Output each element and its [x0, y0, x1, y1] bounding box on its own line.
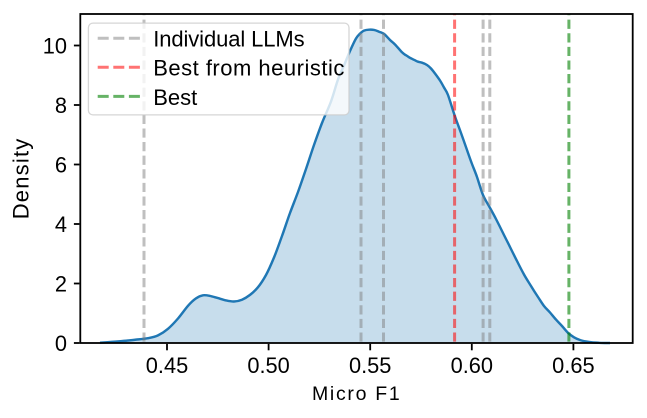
svg-text:0.55: 0.55	[349, 353, 391, 378]
svg-text:0.60: 0.60	[451, 353, 493, 378]
svg-text:0.45: 0.45	[146, 353, 188, 378]
svg-text:6: 6	[55, 153, 67, 178]
svg-text:8: 8	[55, 93, 67, 118]
svg-text:Individual LLMs: Individual LLMs	[153, 27, 304, 52]
svg-text:10: 10	[43, 34, 67, 59]
svg-text:2: 2	[55, 272, 67, 297]
svg-text:Best from heuristic: Best from heuristic	[153, 56, 345, 81]
svg-text:0.65: 0.65	[552, 353, 594, 378]
svg-text:Micro F1: Micro F1	[312, 383, 401, 405]
svg-text:4: 4	[55, 212, 67, 237]
svg-text:Best: Best	[153, 85, 197, 110]
svg-text:0: 0	[55, 331, 67, 356]
svg-text:Density: Density	[8, 138, 33, 220]
svg-text:0.50: 0.50	[247, 353, 289, 378]
